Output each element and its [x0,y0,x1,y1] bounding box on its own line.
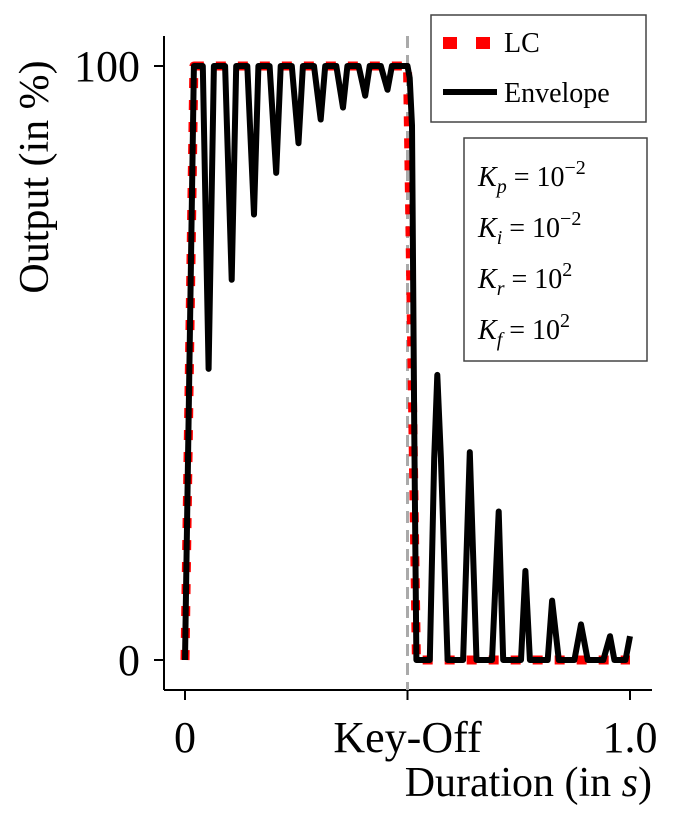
series-line-envelope [182,63,633,663]
y-axis-label: Output (in %) [12,60,58,293]
y-tick-label: 100 [74,42,140,91]
x-tick-label: 0 [174,713,196,762]
x-tick-label: 1.0 [603,713,658,762]
x-ticks: 0 Key-Off 1.0 [174,690,658,762]
legend: LC Envelope [430,14,647,123]
legend-lc-label: LC [504,28,540,59]
x-tick-label: Key-Off [333,713,482,762]
series-group [180,61,633,665]
x-axis-label: Duration (in s) [405,760,652,806]
parameter-p: Kp = 10−2 [477,157,586,198]
x-axis-label-variable: s [622,760,638,806]
parameter-f: Kf = 102 [477,310,570,351]
legend-envelope-label: Envelope [504,78,610,109]
y-ticks: 0 100 [74,42,164,685]
parameter-box: Kp = 10−2 Ki = 10−2 Kr = 102 Kf = 102 [463,137,648,362]
parameter-list: Kp = 10−2 Ki = 10−2 Kr = 102 Kf = 102 [477,157,586,351]
y-tick-label: 0 [118,636,140,685]
x-axis-label-suffix: ) [638,760,652,806]
parameter-box-frame [463,137,648,362]
x-axis-label-prefix: Duration (in [405,760,622,806]
parameter-r: Kr = 102 [477,259,572,300]
legend-box [430,14,647,123]
parameter-i: Ki = 10−2 [477,208,581,249]
